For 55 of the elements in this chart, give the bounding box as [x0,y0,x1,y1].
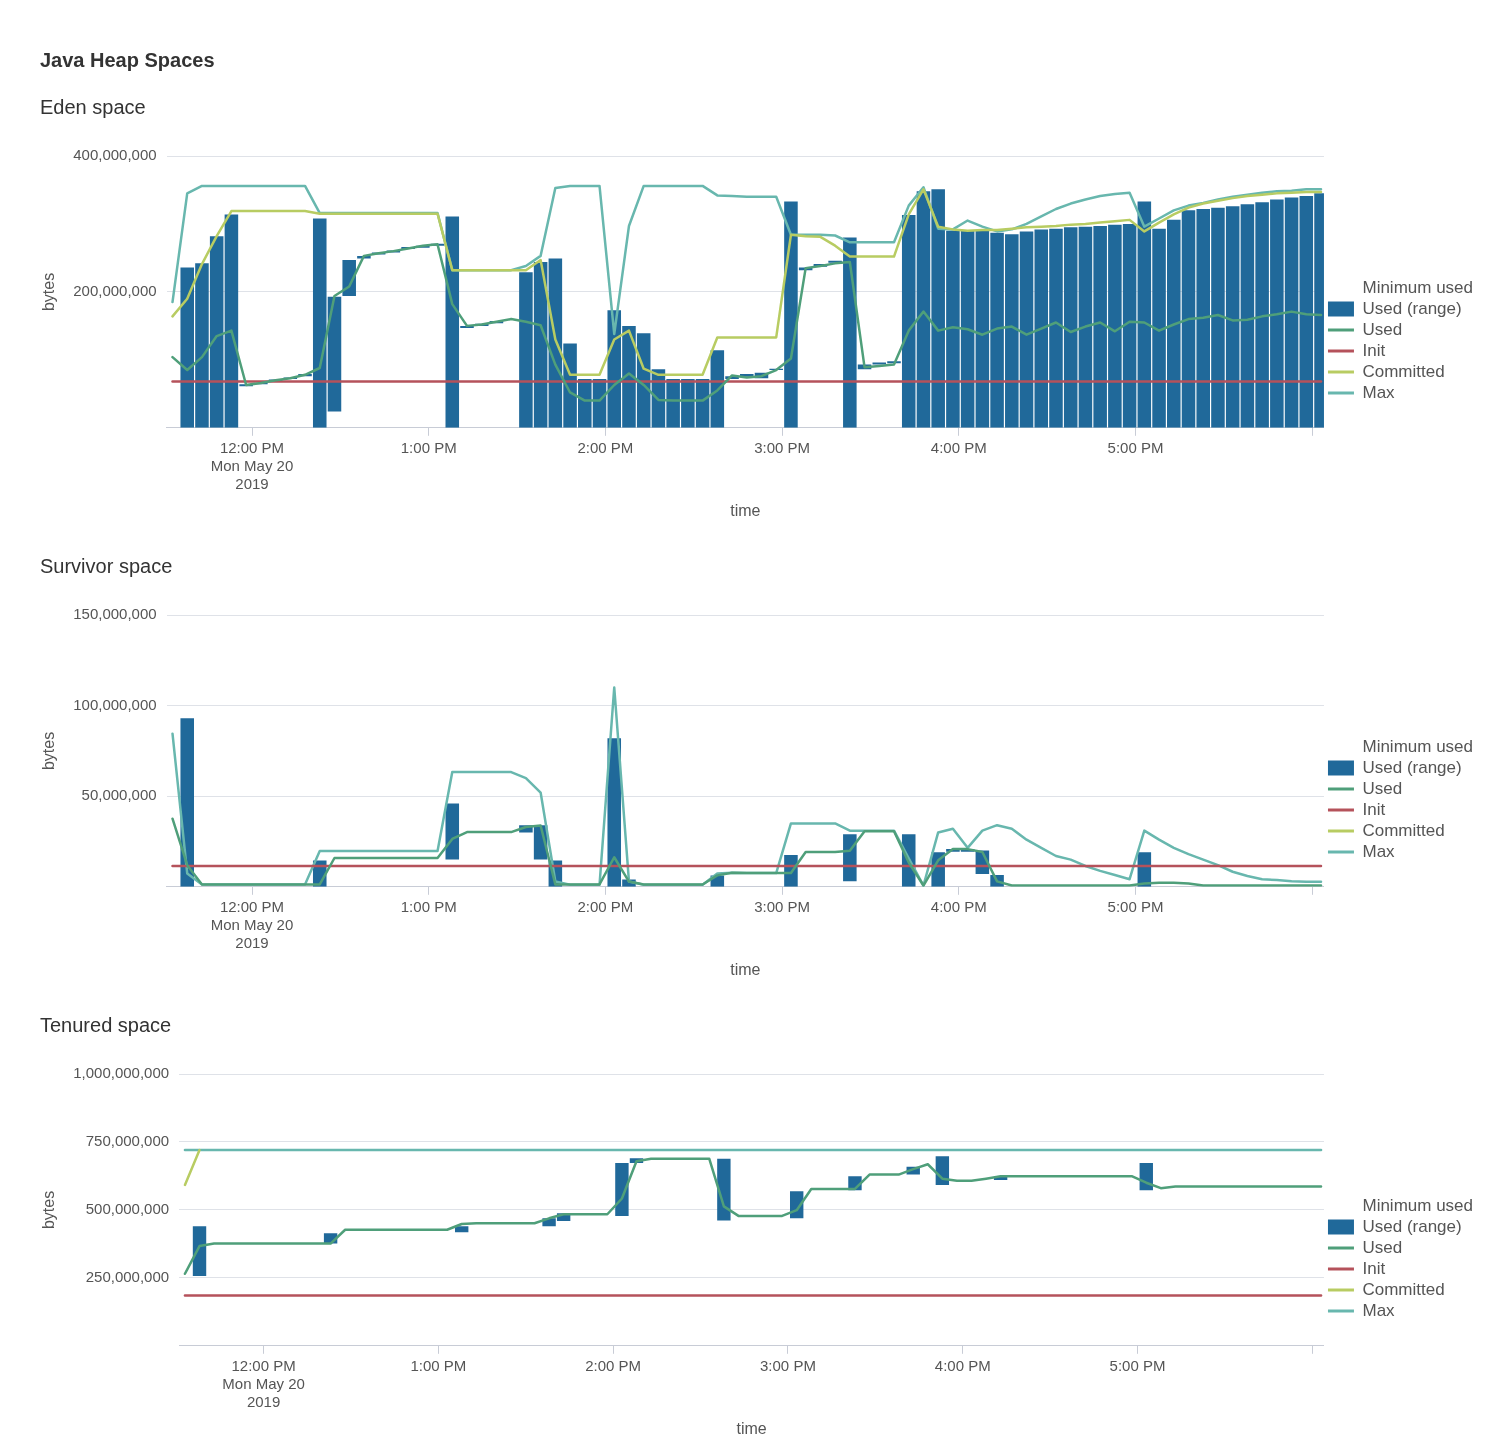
legend-label: Init [1362,799,1386,819]
x-tick-label: 4:00 PM [930,897,987,915]
text: Minimum used [1362,736,1474,756]
x-axis-title: time [736,1419,767,1437]
y-axis-title: bytes [40,272,58,312]
x-tick-label: 3:00 PM [754,438,811,456]
x-tick-label: 4:00 PM [934,1356,991,1374]
x-tick-label: 2:00 PM [577,438,634,456]
y-axis-title: bytes [40,1190,58,1230]
x-tick-label: 2:00 PM [585,1356,642,1374]
chart-title: Java Heap Spaces [39,48,216,73]
y-tick-label: 1,000,000,000 [73,1064,170,1082]
x-tick-label: 12:00 PM Mon May 20 2019 [210,438,294,492]
x-tick-label: 5:00 PM [1107,438,1164,456]
x-axis-title: time [730,960,761,978]
y-tick-label: 150,000,000 [73,605,157,623]
x-tick-label: 3:00 PM [754,897,811,915]
x-tick-label: 1:00 PM [400,897,457,915]
y-axis-title: bytes [40,731,58,771]
legend-label: Used [1362,1237,1403,1257]
x-tick-label: 2:00 PM [577,897,634,915]
legend-label: Used (range) [1362,1216,1462,1236]
y-tick-label: 500,000,000 [85,1200,170,1218]
x-tick-label: 12:00 PM Mon May 20 2019 [222,1356,305,1410]
x-tick-label: 1:00 PM [410,1356,467,1374]
legend-label: Used (range) [1362,298,1462,318]
legend-label: Committed [1362,820,1445,840]
y-tick-label: 400,000,000 [73,146,157,164]
y-tick-label: 250,000,000 [85,1267,170,1285]
text: Minimum used [1362,1195,1474,1215]
legend-label: Max [1362,841,1396,861]
x-axis-title: time [730,501,761,519]
chart-subtitle: Survivor space [39,554,174,579]
x-tick-label: 5:00 PM [1107,897,1164,915]
legend-label: Max [1362,382,1396,402]
y-tick-label: 200,000,000 [73,282,157,300]
x-tick-label: 12:00 PM Mon May 20 2019 [210,897,294,951]
text: Minimum used [1362,277,1474,297]
legend-label: Used [1362,319,1403,339]
legend-label: Init [1362,1258,1386,1278]
y-tick-label: 750,000,000 [85,1132,170,1150]
x-tick-label: 5:00 PM [1109,1356,1166,1374]
legend-label: Used [1362,778,1403,798]
x-tick-label: 4:00 PM [930,438,987,456]
legend-label: Used (range) [1362,757,1462,777]
legend-label: Init [1362,340,1386,360]
legend-label: Committed [1362,1279,1445,1299]
legend-label: Max [1362,1300,1396,1320]
x-tick-label: 1:00 PM [400,438,457,456]
legend-label: Committed [1362,361,1445,381]
x-tick-label: 3:00 PM [760,1356,816,1374]
y-tick-label: 50,000,000 [81,786,157,804]
chart-subtitle: Eden space [39,95,147,120]
y-tick-label: 100,000,000 [73,695,157,713]
chart-subtitle: Tenured space [39,1013,173,1038]
